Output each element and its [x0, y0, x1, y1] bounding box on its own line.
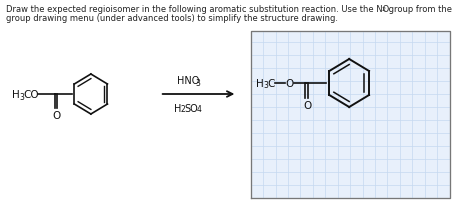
Text: 3: 3: [19, 92, 24, 101]
Text: 2: 2: [181, 105, 185, 114]
Text: O: O: [303, 101, 311, 110]
Text: HNO: HNO: [177, 76, 200, 85]
Text: 3: 3: [195, 78, 200, 87]
Bar: [251, 32, 450, 198]
Text: SO: SO: [185, 103, 199, 114]
Text: H: H: [174, 103, 182, 114]
Text: O: O: [53, 110, 61, 121]
Text: H: H: [256, 79, 264, 89]
Text: O: O: [285, 79, 293, 89]
Text: group from the: group from the: [385, 5, 452, 14]
Text: 3: 3: [263, 81, 268, 90]
Text: H: H: [12, 90, 20, 99]
Text: 2: 2: [382, 6, 386, 12]
Text: 4: 4: [197, 105, 202, 114]
Text: CO: CO: [23, 90, 38, 99]
Text: Draw the expected regioisomer in the following aromatic substitution reaction. U: Draw the expected regioisomer in the fol…: [6, 5, 389, 14]
Text: C: C: [267, 79, 274, 89]
Text: group drawing menu (under advanced tools) to simplify the structure drawing.: group drawing menu (under advanced tools…: [6, 14, 338, 23]
